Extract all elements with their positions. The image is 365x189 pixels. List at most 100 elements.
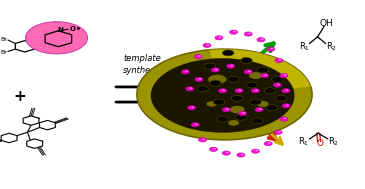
Circle shape	[275, 95, 287, 101]
Circle shape	[285, 89, 288, 91]
Circle shape	[278, 59, 281, 61]
Circle shape	[197, 86, 208, 92]
Circle shape	[210, 80, 221, 86]
Circle shape	[282, 104, 290, 108]
Circle shape	[264, 88, 276, 94]
Circle shape	[185, 70, 188, 72]
Circle shape	[251, 89, 260, 93]
Circle shape	[257, 67, 269, 73]
Circle shape	[239, 89, 242, 91]
Circle shape	[204, 63, 216, 69]
Circle shape	[186, 87, 194, 91]
Circle shape	[270, 48, 273, 49]
Circle shape	[199, 78, 201, 80]
Circle shape	[222, 50, 234, 56]
Circle shape	[199, 138, 207, 142]
Circle shape	[233, 31, 236, 32]
Circle shape	[215, 36, 223, 40]
Circle shape	[284, 118, 287, 119]
Circle shape	[228, 120, 239, 126]
Text: R$_2$: R$_2$	[328, 136, 339, 148]
Circle shape	[255, 89, 258, 91]
Circle shape	[198, 55, 201, 57]
Circle shape	[266, 105, 278, 111]
Circle shape	[210, 147, 218, 151]
Circle shape	[195, 77, 203, 81]
Text: O: O	[316, 139, 324, 148]
Circle shape	[239, 111, 247, 115]
Circle shape	[257, 101, 269, 107]
Circle shape	[268, 142, 271, 144]
Circle shape	[249, 72, 262, 79]
Text: R$_1$: R$_1$	[299, 40, 310, 53]
Circle shape	[181, 70, 189, 74]
Circle shape	[191, 106, 194, 108]
Circle shape	[280, 74, 288, 78]
Circle shape	[226, 152, 229, 153]
Circle shape	[278, 131, 281, 132]
Circle shape	[277, 84, 280, 85]
Circle shape	[215, 69, 218, 70]
Text: Br: Br	[0, 50, 7, 55]
Circle shape	[230, 106, 245, 113]
Circle shape	[272, 76, 283, 82]
Circle shape	[213, 148, 216, 149]
Circle shape	[228, 76, 239, 82]
Circle shape	[195, 123, 198, 125]
Text: +: +	[14, 89, 26, 104]
Circle shape	[251, 149, 260, 153]
Text: R$_2$: R$_2$	[326, 40, 337, 53]
Text: Br: Br	[0, 37, 7, 42]
Circle shape	[211, 68, 219, 72]
Circle shape	[250, 99, 261, 105]
Circle shape	[226, 108, 229, 110]
Circle shape	[194, 55, 202, 59]
Circle shape	[191, 123, 199, 127]
Text: template
synthesis: template synthesis	[123, 54, 162, 75]
Circle shape	[231, 95, 243, 101]
Circle shape	[151, 58, 295, 133]
Circle shape	[241, 57, 252, 64]
Circle shape	[244, 70, 252, 74]
Circle shape	[202, 139, 205, 140]
Circle shape	[264, 142, 272, 146]
Circle shape	[222, 108, 230, 112]
Text: O: O	[69, 26, 75, 32]
Circle shape	[235, 89, 243, 93]
Circle shape	[264, 74, 267, 76]
Circle shape	[275, 58, 283, 63]
Circle shape	[203, 43, 211, 47]
Circle shape	[137, 49, 312, 140]
Circle shape	[213, 99, 225, 105]
Circle shape	[188, 106, 196, 110]
Circle shape	[286, 105, 289, 106]
Circle shape	[189, 88, 192, 89]
Circle shape	[207, 44, 210, 46]
Circle shape	[244, 32, 252, 36]
Circle shape	[26, 22, 88, 54]
Circle shape	[235, 114, 247, 120]
Circle shape	[273, 83, 281, 87]
Text: OH: OH	[320, 19, 334, 28]
Text: N: N	[57, 27, 63, 33]
Circle shape	[284, 74, 287, 76]
Circle shape	[274, 130, 282, 134]
Circle shape	[248, 33, 251, 34]
Circle shape	[222, 151, 230, 155]
Circle shape	[241, 154, 243, 155]
Circle shape	[246, 82, 258, 88]
Circle shape	[230, 65, 233, 66]
Circle shape	[280, 117, 288, 121]
Circle shape	[255, 150, 258, 151]
Circle shape	[230, 30, 238, 34]
Circle shape	[267, 47, 275, 51]
Circle shape	[227, 64, 235, 68]
Circle shape	[261, 38, 264, 40]
Circle shape	[207, 101, 217, 107]
Circle shape	[237, 153, 245, 157]
Circle shape	[282, 89, 290, 93]
Circle shape	[248, 70, 251, 72]
Circle shape	[217, 116, 228, 122]
Circle shape	[259, 108, 262, 110]
Circle shape	[222, 89, 225, 91]
